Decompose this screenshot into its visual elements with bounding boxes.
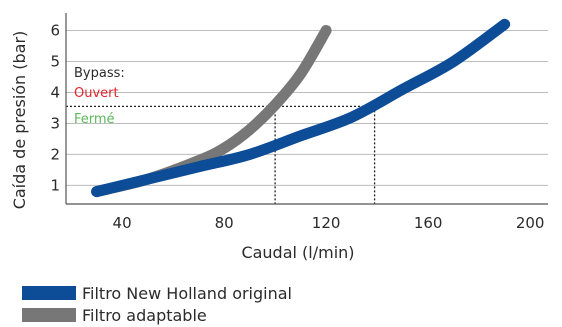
legend-label-adaptable: Filtro adaptable xyxy=(82,305,207,325)
y-tick-label-1: 1 xyxy=(50,176,60,194)
legend-swatch-adaptable xyxy=(22,308,76,322)
y-tick-label-6: 6 xyxy=(50,21,60,39)
series-lines xyxy=(91,18,511,198)
bypass-ferme-label: Fermé xyxy=(74,112,115,127)
y-tick-label-2: 2 xyxy=(50,145,60,163)
pressure-drop-chart: 1 2 3 4 5 6 40 80 120 160 200 Bypass: Ouvert Fermé… xyxy=(10,13,548,262)
bypass-reference-lines xyxy=(66,105,376,204)
bypass-label: Bypass: xyxy=(74,66,125,81)
y-tick-label-5: 5 xyxy=(50,52,60,70)
x-axis-title: Caudal (l/min) xyxy=(241,243,354,262)
axes xyxy=(65,13,548,205)
x-tick-label-160: 160 xyxy=(414,214,443,232)
x-tick-label-80: 80 xyxy=(215,214,234,232)
legend-label-original: Filtro New Holland original xyxy=(82,283,292,303)
x-tick-label-120: 120 xyxy=(312,214,341,232)
legend: Filtro New Holland original Filtro adapt… xyxy=(22,282,292,326)
x-tick-label-200: 200 xyxy=(516,214,545,232)
bypass-ouvert-label: Ouvert xyxy=(74,86,119,101)
y-tick-label-3: 3 xyxy=(50,114,60,132)
x-tick-label-40: 40 xyxy=(113,214,132,232)
series-line-original xyxy=(91,18,511,198)
legend-item-adaptable: Filtro adaptable xyxy=(22,304,292,326)
tick-labels: 1 2 3 4 5 6 40 80 120 160 200 xyxy=(50,21,544,232)
legend-item-original: Filtro New Holland original xyxy=(22,282,292,304)
legend-swatch-original xyxy=(22,286,76,300)
y-axis-title: Caída de presión (bar) xyxy=(10,31,29,210)
y-tick-label-4: 4 xyxy=(50,83,60,101)
